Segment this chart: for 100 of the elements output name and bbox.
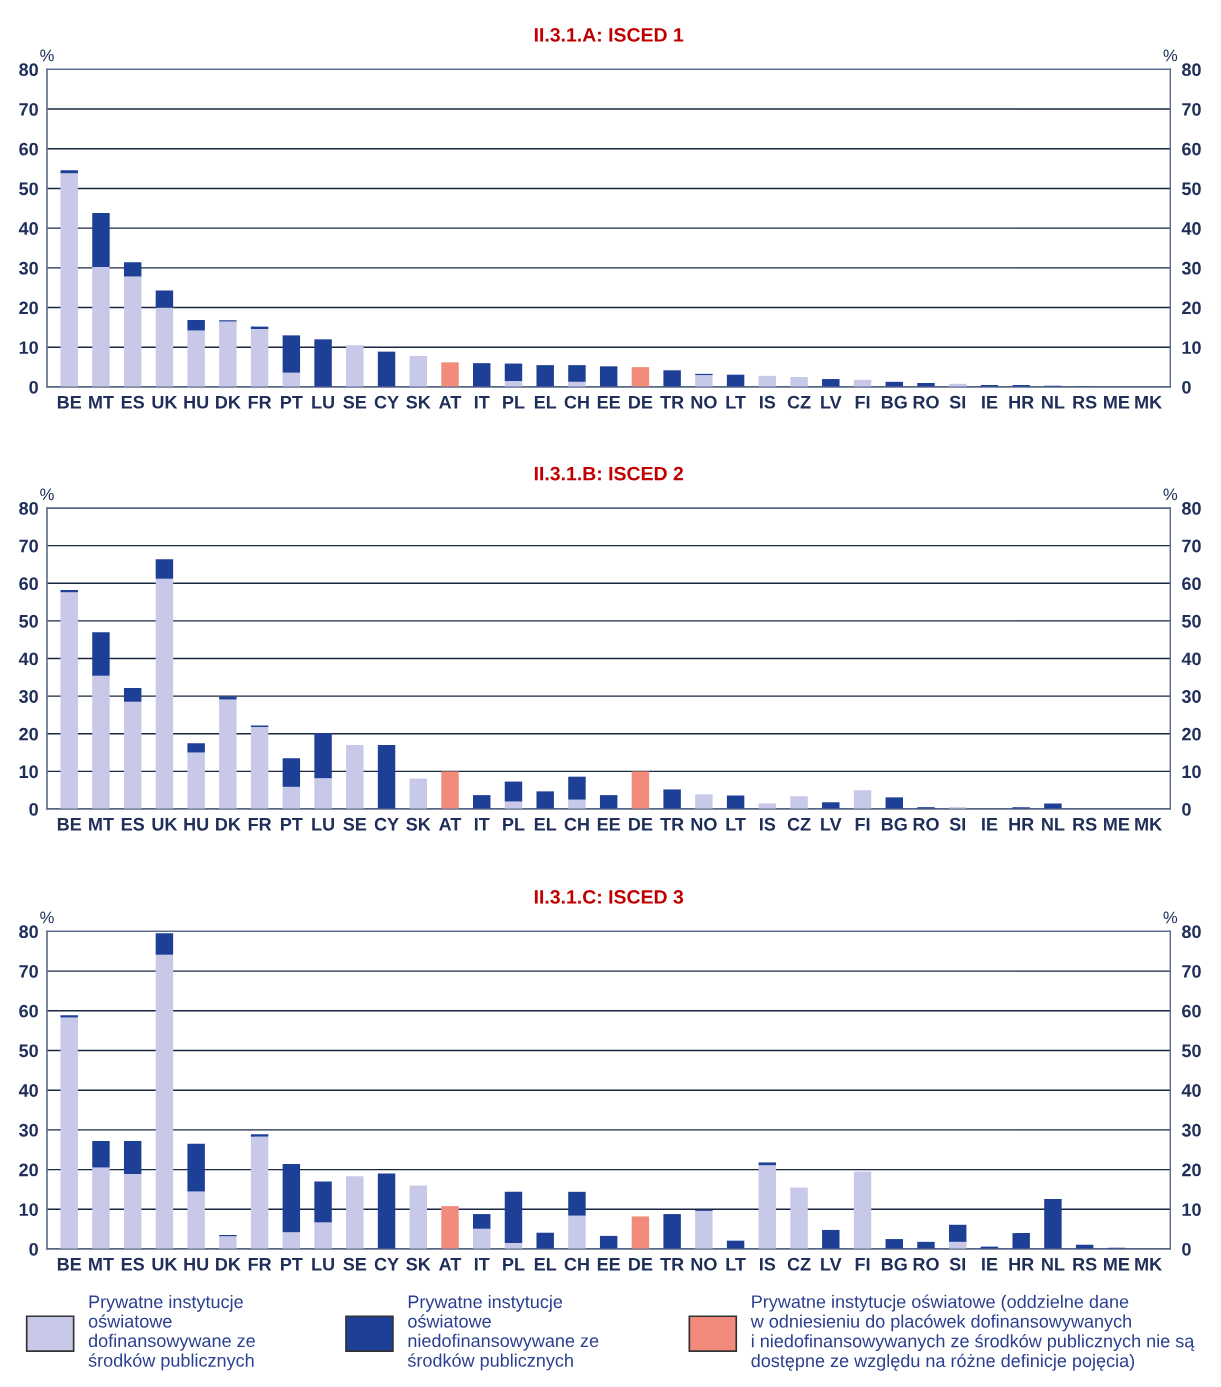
y2-axis-title: %	[1163, 49, 1178, 62]
x-tick-label: IE	[982, 395, 998, 409]
x-tick-label: SE	[343, 1257, 367, 1271]
x-tick-label: EL	[534, 395, 557, 409]
y2-tick-label: 60	[1182, 577, 1201, 591]
y2-tick-label: 30	[1181, 1123, 1201, 1137]
legend-label: Prywatne instytucje oświatowe dofinansowywane ze środków publicznych	[88, 1294, 255, 1371]
y2-tick-label: 20	[1182, 727, 1201, 741]
x-tick-label: LU	[312, 395, 335, 409]
x-tick-label: PT	[281, 818, 303, 831]
x-tick-label: MT	[89, 395, 114, 409]
legend-label: Prywatne instytucje oświatowe (oddzielne dane w odniesieniu do placówek dofinansowywanych i niedofinansowywanych ze środków publicznych nie są dostępne ze względu na różne definicje pojęcia)	[750, 1294, 1195, 1371]
x-tick-label: EE	[597, 395, 621, 409]
x-tick-label: IE	[982, 1257, 998, 1271]
y2-tick-label: 20	[1182, 1163, 1201, 1177]
x-tick-label: BE	[57, 1257, 82, 1271]
x-tick-label: CY	[374, 1257, 399, 1271]
y-tick-label: 80	[19, 925, 38, 939]
x-tick-label: BG	[881, 817, 907, 831]
y2-tick-label: 40	[1181, 1084, 1201, 1097]
x-tick-label: PL	[503, 818, 525, 831]
y2-tick-label: 50	[1182, 182, 1201, 196]
x-tick-label: PT	[281, 395, 303, 409]
x-tick-label: IS	[760, 1257, 776, 1271]
x-tick-label: DK	[216, 395, 241, 409]
y2-tick-label: 10	[1182, 765, 1201, 779]
y2-tick-label: 70	[1182, 965, 1201, 978]
x-tick-label: AT	[439, 818, 462, 831]
y-tick-label: 30	[19, 690, 38, 703]
y2-tick-label: 80	[1182, 63, 1201, 77]
x-tick-label: HU	[184, 818, 209, 831]
y-tick-label: 80	[19, 501, 38, 515]
legend-label: Prywatne instytucje oświatowe niedofinansowywane ze środków publicznych	[407, 1294, 599, 1371]
y-tick-label: 70	[19, 539, 38, 553]
x-tick-label: MT	[89, 1257, 114, 1271]
y-tick-label: 0	[29, 1242, 38, 1256]
x-tick-label: CH	[564, 817, 589, 831]
x-tick-label: LT	[726, 1257, 746, 1271]
x-tick-label: SI	[949, 395, 966, 409]
y2-tick-label: 0	[1182, 802, 1191, 816]
x-tick-label: EL	[534, 818, 557, 831]
y-tick-label: 10	[19, 1203, 38, 1217]
y2-tick-label: 40	[1181, 652, 1201, 666]
y2-tick-label: 60	[1182, 1004, 1201, 1018]
x-tick-label: EE	[597, 1257, 621, 1271]
x-tick-label: SK	[406, 817, 431, 831]
y2-tick-label: 20	[1182, 301, 1201, 315]
x-tick-label: SE	[343, 395, 367, 409]
y2-tick-label: 30	[1181, 261, 1201, 275]
x-tick-label: BG	[881, 395, 907, 409]
x-tick-label: RO	[913, 395, 939, 409]
chart-title: II.3.1.C: ISCED 3	[534, 890, 684, 904]
y-tick-label: 30	[19, 1123, 38, 1137]
x-tick-label: FI	[855, 818, 870, 831]
x-tick-label: TR	[660, 395, 684, 409]
x-tick-label: ME	[1104, 818, 1130, 831]
y-axis-title: %	[40, 49, 54, 62]
y2-tick-label: 10	[1182, 1203, 1201, 1217]
x-tick-label: PT	[281, 1257, 303, 1271]
y-tick-label: 10	[19, 765, 38, 779]
x-tick-label: FR	[248, 1257, 272, 1271]
x-tick-label: UK	[152, 818, 178, 831]
y-tick-label: 20	[19, 1163, 38, 1177]
x-tick-label: MK	[1135, 1257, 1162, 1271]
y-tick-label: 60	[19, 1004, 38, 1018]
x-tick-label: HR	[1009, 395, 1034, 409]
x-tick-label: ME	[1104, 395, 1130, 409]
x-tick-label: UK	[152, 395, 178, 409]
x-tick-label: CH	[564, 395, 589, 409]
y2-tick-label: 0	[1182, 380, 1191, 394]
y-tick-label: 80	[19, 63, 38, 77]
x-tick-label: FR	[248, 818, 272, 831]
x-tick-label: RO	[913, 817, 939, 831]
x-tick-label: EE	[597, 818, 621, 831]
x-tick-label: SE	[343, 817, 367, 831]
x-tick-label: DE	[629, 395, 653, 409]
x-tick-label: LV	[821, 818, 842, 831]
x-tick-label: CY	[374, 395, 399, 409]
x-tick-label: NO	[691, 817, 717, 831]
x-tick-label: HU	[184, 395, 209, 409]
y2-tick-label: 50	[1182, 1044, 1201, 1058]
x-tick-label: DE	[629, 818, 653, 831]
x-tick-label: BG	[881, 1257, 907, 1271]
y2-tick-label: 30	[1181, 690, 1201, 703]
x-tick-label: MK	[1135, 818, 1162, 831]
x-tick-label: FI	[855, 1257, 870, 1271]
y2-tick-label: 80	[1182, 501, 1201, 515]
y2-axis-title: %	[1163, 911, 1178, 924]
x-tick-label: MT	[89, 818, 114, 831]
y2-tick-label: 70	[1182, 102, 1201, 116]
y2-tick-label: 40	[1181, 222, 1201, 235]
y-tick-label: 20	[19, 301, 38, 315]
y2-tick-label: 60	[1182, 142, 1201, 156]
x-tick-label: IT	[474, 395, 490, 409]
y-tick-label: 40	[18, 1084, 38, 1097]
y2-tick-label: 10	[1182, 341, 1201, 354]
y-tick-label: 0	[29, 802, 38, 816]
x-tick-label: IT	[474, 818, 490, 831]
x-tick-label: BE	[57, 818, 82, 831]
y-tick-label: 20	[19, 727, 38, 741]
